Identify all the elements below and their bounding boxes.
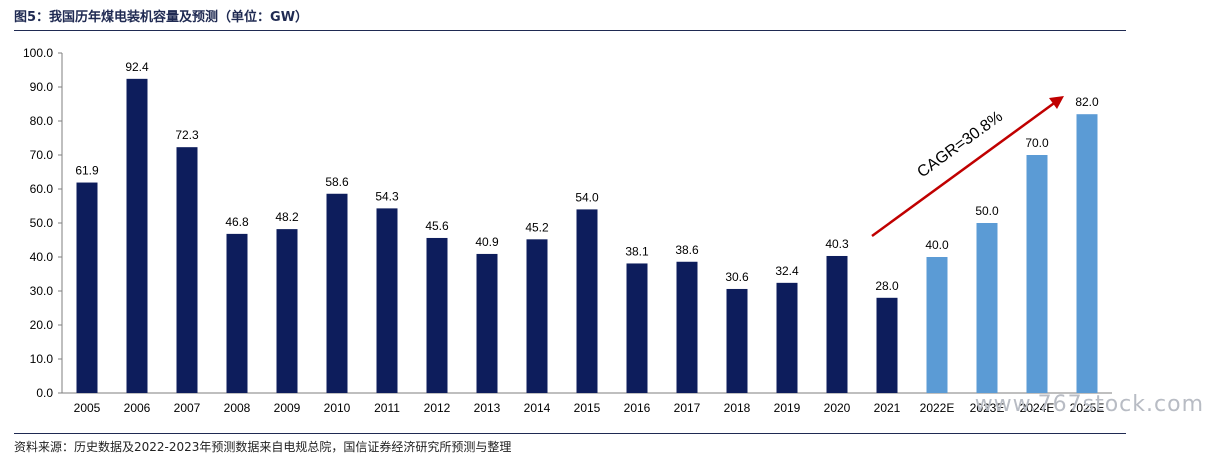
x-tick-label-2008: 2008 — [224, 401, 251, 415]
bar-2007 — [176, 147, 198, 393]
x-tick-label-2024E: 2024E — [1020, 401, 1055, 415]
x-tick-label-2011: 2011 — [374, 401, 400, 415]
x-tick-label-2015: 2015 — [574, 401, 601, 415]
data-label-2005: 61.9 — [75, 164, 99, 178]
y-tick-label: 40.0 — [30, 250, 54, 264]
watermark: www.767stock.com — [974, 392, 1204, 417]
bar-2006 — [126, 78, 148, 393]
data-label-2023E: 50.0 — [975, 204, 999, 218]
x-tick-label-2022E: 2022E — [920, 401, 955, 415]
bar-2018 — [726, 288, 748, 393]
data-label-2016: 38.1 — [625, 244, 649, 258]
y-tick-label: 0.0 — [36, 386, 53, 400]
x-axis: 2005 2006 2007 2008 2009 2010 2011 2012 2013 2014… — [62, 392, 1112, 415]
title-divider — [14, 30, 1126, 31]
y-axis: 0.0 10.0 20.0 30.0 40.0 50.0 60.0 70.0 80.0 90.0 1… — [23, 46, 63, 400]
y-tick-label: 30.0 — [30, 284, 54, 298]
x-tick-label-2005: 2005 — [74, 401, 101, 415]
x-tick-label-2013: 2013 — [474, 401, 501, 415]
bar-2015 — [576, 209, 598, 393]
data-label-2019: 32.4 — [775, 264, 799, 278]
data-label-2025E: 82.0 — [1075, 95, 1099, 109]
x-tick-label-2018: 2018 — [724, 401, 751, 415]
footer-divider — [14, 433, 1126, 434]
bar-2024E — [1026, 155, 1048, 393]
data-labels: 61.9 92.4 72.3 46.8 48.2 58.6 54.3 45.6 40.9 45.2… — [75, 60, 1099, 293]
data-label-2007: 72.3 — [175, 128, 199, 142]
cagr-arrow-line — [871, 99, 1058, 238]
data-label-2006: 92.4 — [125, 60, 149, 74]
source-note: 资料来源：历史数据及2022-2023年预测数据来自电规总院，国信证券经济研究所… — [14, 440, 512, 454]
data-label-2012: 45.6 — [425, 219, 449, 233]
bar-2005 — [76, 182, 98, 393]
y-tick-label: 100.0 — [23, 46, 53, 60]
y-tick-label: 50.0 — [30, 216, 54, 230]
bar-2009 — [276, 229, 298, 393]
bar-2022E — [926, 257, 948, 393]
bar-2008 — [226, 233, 248, 393]
bar-2016 — [626, 263, 648, 393]
data-label-2013: 40.9 — [475, 235, 499, 249]
bar-2017 — [676, 261, 698, 393]
bar-2014 — [526, 239, 548, 393]
y-tick-label: 90.0 — [30, 80, 54, 94]
x-tick-label-2009: 2009 — [274, 401, 301, 415]
cagr-arrow-head — [1049, 96, 1064, 109]
data-label-2017: 38.6 — [675, 243, 699, 257]
data-label-2009: 48.2 — [275, 210, 299, 224]
data-label-2014: 45.2 — [525, 220, 549, 234]
bar-2019 — [776, 282, 798, 393]
x-tick-label-2019: 2019 — [774, 401, 801, 415]
y-tick-label: 70.0 — [30, 148, 54, 162]
data-label-2010: 58.6 — [325, 175, 349, 189]
data-label-2015: 54.0 — [575, 190, 599, 204]
bar-2010 — [326, 193, 348, 393]
x-tick-label-2010: 2010 — [324, 401, 351, 415]
x-tick-label-2014: 2014 — [524, 401, 551, 415]
bar-2012 — [426, 237, 448, 393]
data-label-2022E: 40.0 — [925, 238, 949, 252]
data-label-2008: 46.8 — [225, 215, 249, 229]
y-tick-label: 10.0 — [30, 352, 54, 366]
x-tick-label-2012: 2012 — [424, 401, 451, 415]
bar-2023E — [976, 223, 998, 393]
bar-chart: 0.0 10.0 20.0 30.0 40.0 50.0 60.0 70.0 80.0 90.0 1… — [23, 46, 1112, 415]
data-label-2021: 28.0 — [875, 279, 899, 293]
x-tick-label-2025E: 2025E — [1070, 401, 1105, 415]
bar-2021 — [876, 297, 898, 393]
x-tick-label-2007: 2007 — [174, 401, 201, 415]
x-tick-label-2023E: 2023E — [970, 401, 1005, 415]
x-tick-label-2020: 2020 — [824, 401, 851, 415]
bar-2025E — [1076, 114, 1098, 393]
data-label-2018: 30.6 — [725, 270, 749, 284]
chart-title: 图5：我国历年煤电装机容量及预测（单位：GW） — [14, 10, 309, 25]
data-label-2020: 40.3 — [825, 237, 849, 251]
bars — [76, 78, 1098, 393]
x-tick-label-2017: 2017 — [674, 401, 701, 415]
x-tick-label-2016: 2016 — [624, 401, 651, 415]
bar-2011 — [376, 208, 398, 393]
bar-2013 — [476, 253, 498, 393]
y-tick-label: 20.0 — [30, 318, 54, 332]
bar-2020 — [826, 255, 848, 393]
x-tick-label-2006: 2006 — [124, 401, 151, 415]
y-tick-label: 80.0 — [30, 114, 54, 128]
x-tick-label-2021: 2021 — [874, 401, 901, 415]
data-label-2011: 54.3 — [375, 189, 399, 203]
data-label-2024E: 70.0 — [1025, 136, 1049, 150]
y-tick-label: 60.0 — [30, 182, 54, 196]
